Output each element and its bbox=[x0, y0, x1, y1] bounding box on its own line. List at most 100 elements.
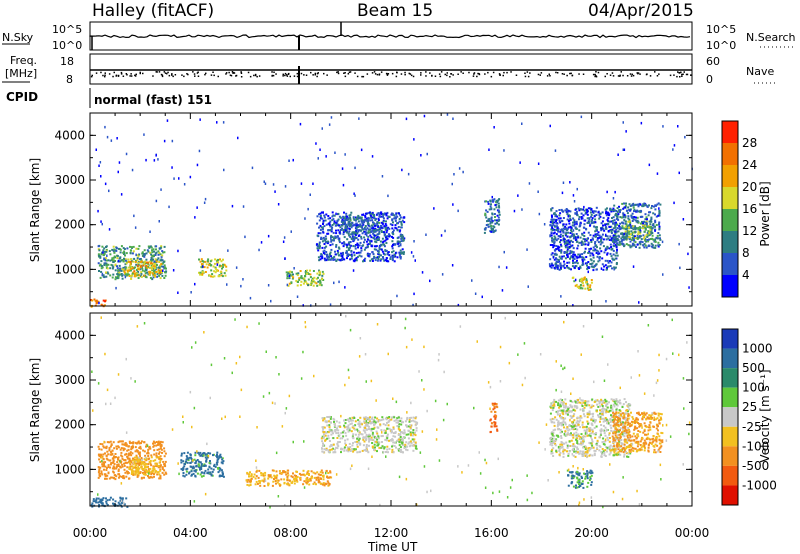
power-cell bbox=[615, 228, 618, 231]
power-cell bbox=[399, 249, 402, 252]
vel-cell bbox=[370, 429, 373, 432]
nave-point bbox=[134, 74, 136, 77]
power-cell bbox=[537, 162, 540, 165]
power-cell bbox=[155, 199, 158, 203]
power-cell bbox=[616, 227, 619, 230]
power-cell bbox=[628, 226, 630, 229]
power-cell bbox=[634, 228, 637, 231]
vel-cell bbox=[101, 473, 104, 476]
power-cell bbox=[368, 231, 371, 234]
power-cell bbox=[453, 173, 455, 176]
power-cell bbox=[384, 223, 387, 225]
power-cell bbox=[617, 153, 619, 156]
power-cell bbox=[124, 266, 127, 269]
power-cell bbox=[383, 245, 386, 248]
power-cell bbox=[130, 246, 133, 249]
power-cell bbox=[643, 246, 646, 249]
vel-cell bbox=[255, 470, 258, 473]
power-cell bbox=[497, 202, 500, 205]
power-cell bbox=[562, 181, 565, 184]
power-cell bbox=[358, 234, 361, 237]
power-cell bbox=[578, 268, 581, 270]
power-cell bbox=[341, 218, 344, 221]
power-cell bbox=[587, 286, 590, 289]
power-cell bbox=[378, 227, 381, 229]
vel-cell bbox=[404, 443, 407, 446]
power-cell bbox=[590, 265, 593, 268]
vel-cell bbox=[286, 482, 289, 485]
vel-cell bbox=[116, 461, 119, 464]
vel-cell bbox=[394, 431, 397, 434]
vel-cell bbox=[205, 460, 208, 463]
nsearch-tick-bottom: 10^0 bbox=[706, 39, 736, 52]
power-cell bbox=[583, 209, 586, 212]
power-cell bbox=[235, 266, 238, 269]
power-cell bbox=[335, 236, 338, 239]
power-cell bbox=[223, 168, 225, 172]
vel-cell bbox=[376, 420, 379, 423]
power-cell bbox=[618, 224, 621, 227]
nave-point bbox=[197, 75, 200, 77]
power-cell bbox=[628, 244, 631, 247]
power-cell bbox=[339, 226, 342, 229]
power-cell bbox=[613, 241, 616, 244]
power-cell bbox=[375, 256, 378, 259]
vel-cell bbox=[410, 420, 413, 423]
power-cell bbox=[350, 226, 353, 229]
power-cell bbox=[527, 285, 529, 288]
vel-cell bbox=[323, 448, 326, 451]
vel-cell bbox=[267, 484, 270, 487]
nave-point bbox=[158, 71, 161, 73]
power-cell bbox=[227, 249, 229, 252]
vel-cell bbox=[137, 458, 140, 461]
power-cell bbox=[582, 243, 585, 246]
nave-point bbox=[161, 74, 164, 76]
power-cell bbox=[335, 245, 338, 248]
power-cell bbox=[678, 171, 680, 175]
power-cell bbox=[322, 219, 325, 222]
power-cell bbox=[652, 223, 655, 225]
vel-cell bbox=[208, 466, 211, 469]
vel-cell bbox=[158, 448, 161, 451]
vel-cell bbox=[142, 471, 144, 474]
power-cell bbox=[331, 219, 334, 222]
power-cell bbox=[114, 260, 116, 262]
power-cell bbox=[325, 237, 328, 240]
nave-point bbox=[561, 73, 564, 75]
power-cell bbox=[616, 215, 618, 218]
nave-point bbox=[161, 75, 164, 78]
power-cell bbox=[343, 243, 346, 246]
power-cell bbox=[574, 226, 577, 229]
power-cell bbox=[320, 254, 323, 257]
power-cell bbox=[648, 211, 650, 214]
vel-cell bbox=[140, 440, 143, 443]
power-cell bbox=[637, 228, 640, 231]
power-cell bbox=[654, 221, 657, 224]
power-cell bbox=[157, 268, 160, 271]
vel-cell bbox=[410, 433, 412, 436]
vel-cell bbox=[134, 446, 137, 449]
power-cell bbox=[610, 239, 613, 242]
power-cell bbox=[216, 263, 219, 266]
power-cell bbox=[333, 255, 336, 258]
power-cell bbox=[622, 213, 625, 216]
power-cell bbox=[137, 277, 140, 279]
power-cell bbox=[362, 244, 365, 247]
power-cell bbox=[112, 250, 115, 252]
power-cell bbox=[352, 245, 355, 248]
power-cell bbox=[260, 241, 263, 244]
vel-cell bbox=[351, 444, 354, 447]
power-cell bbox=[410, 251, 413, 254]
power-cell bbox=[562, 224, 565, 227]
power-cell bbox=[364, 225, 367, 227]
power-cell bbox=[592, 238, 594, 241]
power-cell bbox=[550, 231, 553, 234]
vel-cell bbox=[326, 437, 329, 440]
power-cell bbox=[318, 219, 321, 222]
power-colorbar-tick-label: 20 bbox=[742, 180, 757, 194]
power-cell bbox=[587, 231, 590, 234]
nave-point bbox=[681, 73, 683, 76]
power-cell bbox=[650, 207, 653, 210]
vel-cell bbox=[146, 466, 149, 469]
power-cell bbox=[111, 259, 114, 261]
